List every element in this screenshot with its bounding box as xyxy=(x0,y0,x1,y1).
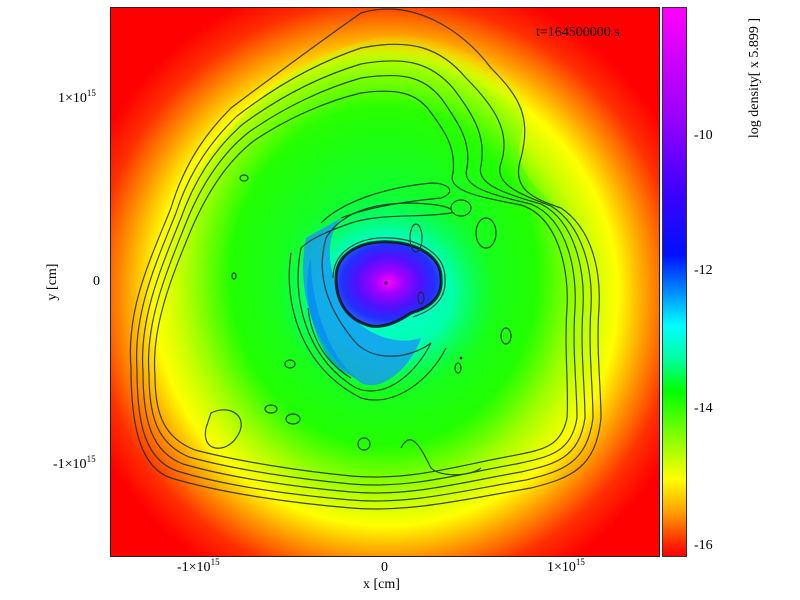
time-annotation: t=164500000 s xyxy=(536,25,620,40)
x-tick-0: 0 xyxy=(381,560,388,575)
y-tick-neg1e15: -1×1015 xyxy=(53,454,96,472)
x-tick-1e15: 1×1015 xyxy=(547,557,585,575)
colorbar-tick-neg10: -10 xyxy=(694,128,713,143)
colorbar-tick-neg14: -14 xyxy=(694,401,713,416)
y-tick-1e15: 1×1015 xyxy=(58,88,96,106)
density-map: t=164500000 s xyxy=(110,7,660,557)
y-axis-label: y [cm] xyxy=(45,263,60,301)
density-heatmap xyxy=(111,8,659,556)
colorbar xyxy=(662,7,687,557)
contour-lines xyxy=(129,8,602,510)
y-tick-0: 0 xyxy=(93,274,100,289)
colorbar-label: log density[ x 5.899 ] xyxy=(747,17,762,139)
colorbar-tick-neg16: -16 xyxy=(694,538,713,553)
x-tick-neg1e15: -1×1015 xyxy=(177,557,220,575)
x-axis-label: x [cm] xyxy=(363,577,400,592)
colorbar-tick-neg12: -12 xyxy=(694,263,713,278)
